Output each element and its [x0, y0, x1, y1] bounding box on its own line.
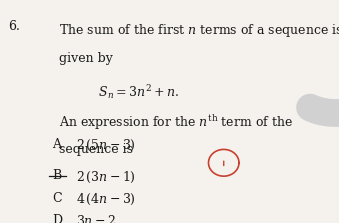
Text: An expression for the $n^{\mathrm{th}}$ term of the: An expression for the $n^{\mathrm{th}}$ …	[59, 113, 294, 132]
Text: $3n-2$: $3n-2$	[76, 214, 116, 223]
Text: B: B	[53, 169, 62, 182]
Text: C: C	[53, 192, 62, 205]
Text: $2\,(5n-3)$: $2\,(5n-3)$	[76, 138, 136, 153]
Text: sequence is: sequence is	[59, 143, 133, 156]
Text: The sum of the first $n$ terms of a sequence is: The sum of the first $n$ terms of a sequ…	[59, 22, 339, 39]
Text: 6.: 6.	[8, 20, 20, 33]
Text: D: D	[53, 214, 63, 223]
Text: $4\,(4n-3)$: $4\,(4n-3)$	[76, 192, 136, 207]
Text: A: A	[53, 138, 62, 151]
Text: $2\,(3n-1)$: $2\,(3n-1)$	[76, 169, 136, 185]
Text: $S_n = 3n^2 + n.$: $S_n = 3n^2 + n.$	[59, 83, 179, 101]
Text: given by: given by	[59, 52, 113, 65]
